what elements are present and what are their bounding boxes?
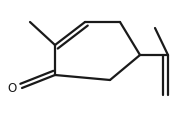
Text: O: O — [8, 82, 17, 94]
